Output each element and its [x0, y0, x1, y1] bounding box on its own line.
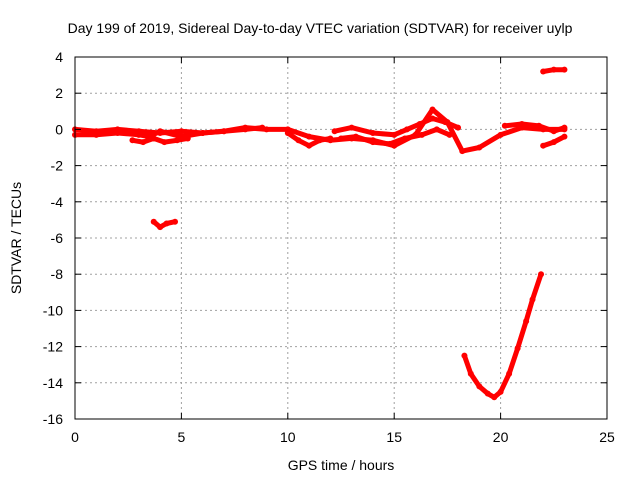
data-point	[327, 135, 334, 142]
series-track-k	[461, 271, 544, 400]
data-point	[561, 124, 568, 131]
data-point	[178, 128, 185, 135]
data-point	[403, 126, 410, 133]
data-point	[161, 139, 168, 146]
data-point	[135, 131, 142, 138]
x-tick-label: 20	[493, 429, 509, 445]
y-tick-label: -6	[51, 230, 64, 246]
data-point	[157, 128, 164, 135]
data-point	[446, 131, 453, 138]
data-point	[331, 128, 338, 135]
data-point	[476, 144, 483, 151]
data-point	[199, 130, 206, 137]
x-axis-label: GPS time / hours	[287, 457, 395, 473]
data-point	[476, 383, 483, 390]
y-tick-label: -12	[43, 339, 63, 355]
x-tick-label: 10	[280, 429, 296, 445]
chart-title: Day 199 of 2019, Sidereal Day-to-day VTE…	[67, 20, 573, 36]
data-point	[506, 370, 513, 377]
data-point	[369, 139, 376, 146]
grid-layer	[75, 57, 607, 419]
tick-layer: 0 5 10 15 20 25 -16 -14 -12 -10 -8 -6 -4 -2 0 2 4	[43, 49, 615, 445]
data-point	[352, 133, 359, 140]
data-point	[391, 131, 398, 138]
y-tick-label: -14	[43, 375, 63, 391]
data-point	[295, 137, 302, 144]
data-point	[306, 133, 313, 140]
data-point	[535, 122, 542, 129]
data-point	[386, 140, 393, 147]
x-tick-label: 0	[71, 429, 79, 445]
data-point	[401, 135, 408, 142]
data-point	[550, 66, 557, 73]
data-point	[129, 137, 136, 144]
data-point	[316, 137, 323, 144]
data-point	[540, 142, 547, 149]
y-axis-label: SDTVAR / TECUs	[8, 181, 24, 295]
data-point	[416, 120, 423, 127]
data-point	[284, 130, 291, 137]
data-point	[455, 124, 462, 131]
data-point	[338, 135, 344, 142]
data-point	[442, 119, 449, 126]
data-point	[484, 390, 491, 397]
data-point	[157, 224, 164, 231]
data-point	[501, 122, 508, 129]
data-point	[242, 126, 249, 133]
data-point	[461, 352, 468, 359]
x-tick-label: 5	[178, 429, 186, 445]
data-point	[540, 68, 547, 75]
data-point	[518, 120, 525, 127]
data-point	[523, 318, 530, 325]
data-point	[433, 126, 440, 133]
data-point	[429, 115, 436, 122]
data-layer	[72, 66, 568, 401]
data-point	[140, 139, 147, 146]
data-point	[172, 218, 179, 225]
data-point	[93, 131, 100, 138]
data-point	[497, 388, 504, 395]
data-point	[184, 135, 191, 142]
data-point	[306, 142, 313, 149]
data-point	[259, 124, 266, 131]
data-point	[550, 139, 557, 146]
data-point	[220, 128, 227, 135]
data-point	[418, 131, 425, 138]
y-tick-label: -2	[51, 158, 64, 174]
data-point	[150, 218, 157, 225]
y-tick-label: -10	[43, 302, 63, 318]
y-tick-label: 4	[55, 49, 63, 65]
data-point	[174, 137, 181, 144]
data-point	[348, 124, 355, 131]
data-point	[561, 66, 568, 73]
data-point	[491, 394, 498, 401]
y-tick-label: 0	[55, 121, 63, 137]
y-tick-label: -4	[51, 194, 64, 210]
data-point	[114, 130, 121, 137]
data-point	[459, 148, 466, 155]
data-point	[163, 220, 170, 227]
data-point	[429, 106, 436, 113]
data-point	[529, 296, 536, 303]
x-tick-label: 25	[599, 429, 615, 445]
y-tick-label: -8	[51, 266, 64, 282]
data-point	[550, 128, 557, 135]
y-tick-label: -16	[43, 411, 63, 427]
data-point	[514, 345, 521, 352]
data-point	[561, 133, 568, 140]
series-track-a	[72, 107, 567, 154]
data-point	[538, 271, 545, 278]
data-point	[497, 131, 504, 138]
x-tick-label: 15	[386, 429, 402, 445]
data-point	[369, 130, 376, 137]
series-track-j	[151, 219, 178, 230]
y-tick-label: 2	[55, 85, 63, 101]
data-point	[467, 370, 474, 377]
data-point	[150, 135, 157, 142]
